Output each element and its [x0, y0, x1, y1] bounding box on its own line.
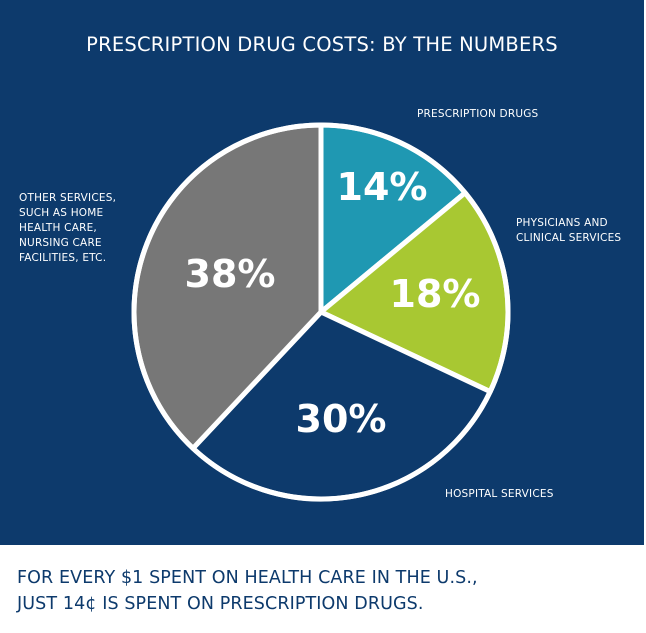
footer-note: FOR EVERY $1 SPENT ON HEALTH CARE IN THE… [17, 565, 478, 617]
pct-label-hospital-services: 30% [296, 397, 387, 441]
pct-label-prescription-drugs: 14% [337, 165, 428, 209]
footer-line-1: FOR EVERY $1 SPENT ON HEALTH CARE IN THE… [17, 568, 478, 588]
pct-label-other-services: 38% [185, 252, 276, 296]
footer-line-2: JUST 14¢ IS SPENT ON PRESCRIPTION DRUGS. [17, 594, 424, 614]
pct-label-physicians-clinical: 18% [390, 272, 481, 316]
label-prescription-drugs: PRESCRIPTION DRUGS [417, 108, 539, 120]
label-hospital-services: HOSPITAL SERVICES [445, 488, 554, 500]
pie-outline [131, 122, 511, 502]
pie-chart: 14% 18% 30% 38% [131, 122, 511, 502]
label-other-services: OTHER SERVICES, SUCH AS HOME HEALTH CARE… [19, 192, 117, 264]
chart-title: PRESCRIPTION DRUG COSTS: BY THE NUMBERS [86, 33, 558, 56]
label-physicians-clinical: PHYSICIANS AND CLINICAL SERVICES [516, 217, 622, 244]
